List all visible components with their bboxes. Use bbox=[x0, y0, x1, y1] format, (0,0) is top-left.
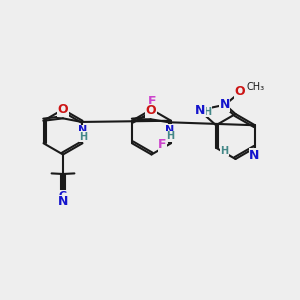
Text: C: C bbox=[59, 190, 67, 201]
Text: CH₃: CH₃ bbox=[247, 82, 265, 92]
Text: O: O bbox=[235, 85, 245, 98]
Text: N: N bbox=[195, 104, 205, 117]
Text: F: F bbox=[148, 94, 156, 108]
Text: H: H bbox=[220, 146, 229, 156]
Text: H: H bbox=[79, 132, 87, 142]
Text: O: O bbox=[145, 104, 156, 117]
Text: N: N bbox=[166, 125, 175, 135]
Text: N: N bbox=[219, 98, 230, 111]
Text: N: N bbox=[58, 195, 68, 208]
Text: H: H bbox=[203, 107, 211, 117]
Text: O: O bbox=[58, 103, 68, 116]
Text: H: H bbox=[166, 131, 174, 141]
Text: F: F bbox=[158, 138, 167, 151]
Text: N: N bbox=[79, 125, 88, 135]
Text: N: N bbox=[249, 149, 260, 162]
